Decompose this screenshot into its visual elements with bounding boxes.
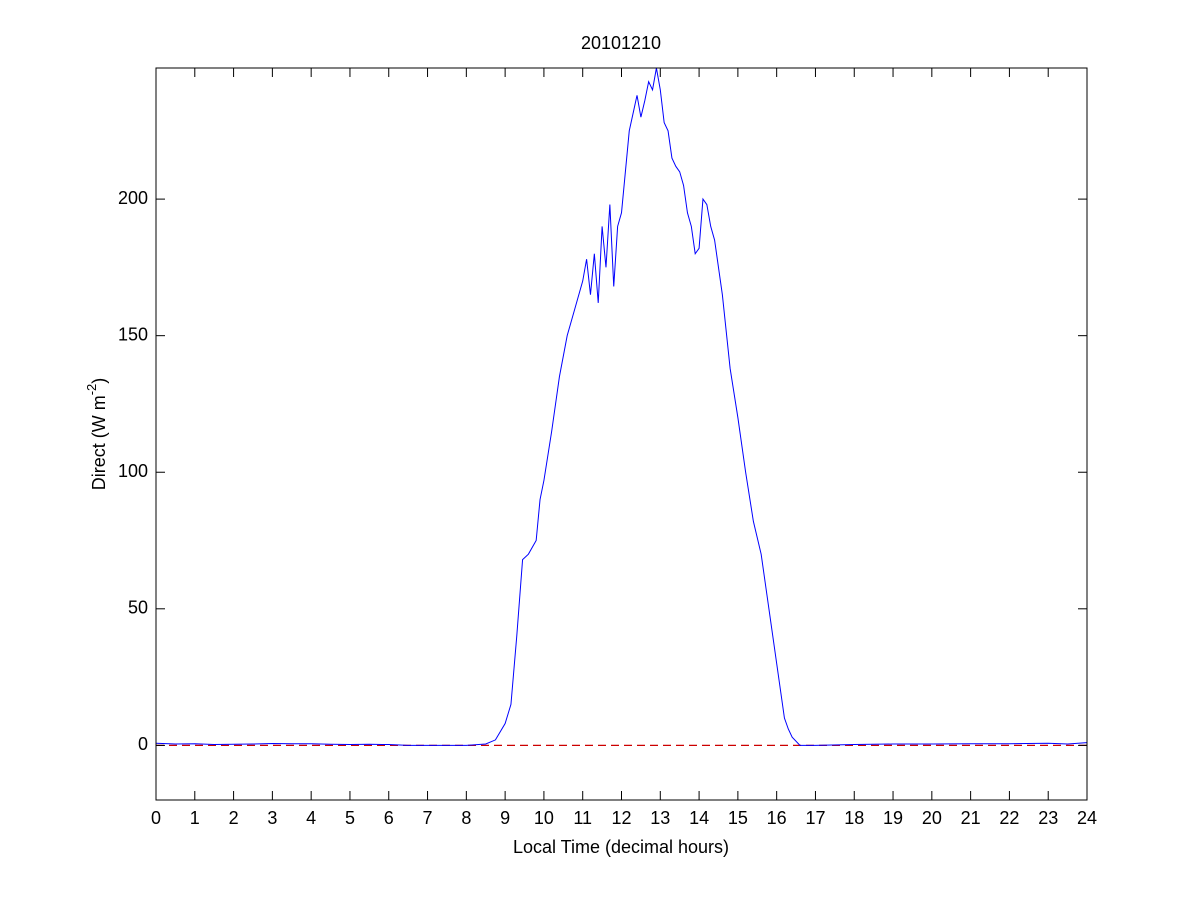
x-tick-label: 23 — [1038, 808, 1058, 828]
x-tick-label: 20 — [922, 808, 942, 828]
x-tick-label: 16 — [767, 808, 787, 828]
y-axis-label: Direct (W m-2) — [84, 378, 108, 491]
y-tick-label: 100 — [118, 461, 148, 481]
x-tick-label: 10 — [534, 808, 554, 828]
x-tick-label: 19 — [883, 808, 903, 828]
x-tick-label: 0 — [151, 808, 161, 828]
x-tick-label: 5 — [345, 808, 355, 828]
y-tick-label: 50 — [128, 598, 148, 618]
x-tick-label: 22 — [999, 808, 1019, 828]
x-axis-label: Local Time (decimal hours) — [513, 837, 729, 857]
x-tick-label: 6 — [384, 808, 394, 828]
y-tick-label: 150 — [118, 324, 148, 344]
x-tick-label: 4 — [306, 808, 316, 828]
x-tick-label: 8 — [461, 808, 471, 828]
x-tick-label: 24 — [1077, 808, 1097, 828]
data-line — [155, 67, 1088, 746]
x-tick-label: 1 — [190, 808, 200, 828]
x-tick-label: 14 — [689, 808, 709, 828]
y-label-text: Direct (W m — [89, 395, 109, 490]
x-tick-label: 2 — [229, 808, 239, 828]
x-tick-label: 9 — [500, 808, 510, 828]
y-label-sup: -2 — [84, 384, 99, 396]
x-tick-label: 12 — [611, 808, 631, 828]
y-tick-label: 200 — [118, 188, 148, 208]
x-tick-label: 7 — [423, 808, 433, 828]
y-tick-label: 0 — [138, 734, 148, 754]
x-tick-label: 15 — [728, 808, 748, 828]
chart-title: 20101210 — [581, 33, 661, 53]
x-tick-label: 17 — [805, 808, 825, 828]
x-tick-label: 13 — [650, 808, 670, 828]
y-label-end: ) — [89, 378, 109, 384]
x-tick-label: 11 — [573, 808, 592, 828]
x-tick-label: 3 — [267, 808, 277, 828]
x-tick-label: 18 — [844, 808, 864, 828]
x-tick-label: 21 — [961, 808, 981, 828]
